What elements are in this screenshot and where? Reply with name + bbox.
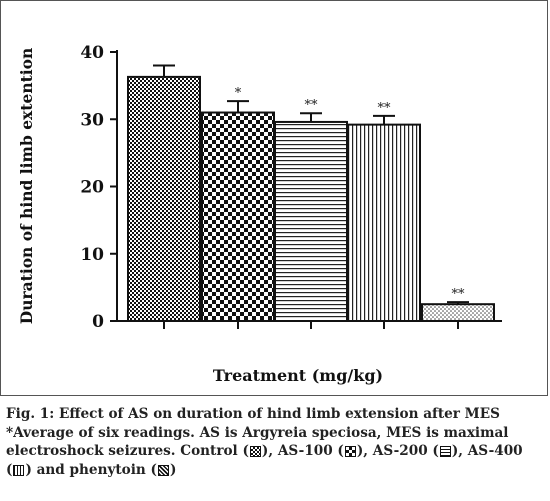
legend-item-as100: AS-100 (), (277, 443, 369, 459)
bars: *** **** (127, 64, 495, 323)
significance-mark-phenytoin: ** (452, 287, 466, 302)
legend-label: phenytoin (69, 461, 146, 478)
bar-as100 (201, 111, 275, 323)
bar-as200 (274, 120, 348, 322)
significance-mark-as100: * (235, 86, 242, 101)
legend-label: AS-100 (277, 443, 333, 459)
legend-item-control: Control (), (180, 443, 274, 459)
legend-label: AS-400 (467, 443, 523, 459)
legend-label: Control (180, 443, 238, 459)
legend-item-as200: AS-200 (), (372, 443, 464, 459)
significance-mark-as200: ** (305, 98, 319, 113)
y-tick-label: 20 (80, 178, 104, 198)
phenytoin-pattern-swatch (157, 464, 169, 476)
caption-note: *Average of six readings. AS is Argyreia… (6, 424, 509, 441)
caption-and: and (36, 461, 65, 478)
y-tick-label: 0 (92, 312, 104, 332)
y-tick-label: 30 (80, 110, 104, 130)
x-ticks (163, 321, 459, 329)
caption-legend-cont: () and phenytoin () (6, 461, 177, 478)
as200-pattern-swatch (439, 446, 451, 457)
legend-label: AS-200 (372, 443, 428, 459)
control-pattern-swatch (249, 446, 261, 457)
caption-title: Fig. 1: Effect of AS on duration of hind… (6, 406, 500, 422)
figure-caption: Fig. 1: Effect of AS on duration of hind… (6, 405, 546, 479)
y-ticks: 0 10 20 30 40 (80, 43, 117, 332)
caption-note-end: electroshock seizures. (6, 443, 176, 459)
as400-pattern-swatch (13, 464, 25, 476)
caption-legend: electroshock seizures. Control (), AS-10… (6, 442, 546, 461)
y-tick-label: 10 (80, 245, 104, 265)
as100-pattern-swatch (344, 446, 356, 457)
bar-as400 (347, 123, 421, 322)
x-axis-label: Treatment (mg/kg) (213, 366, 383, 385)
y-axis-label: Duration of hind limb extention (17, 48, 36, 325)
bar-control (127, 75, 201, 322)
bar-phenytoin (421, 303, 495, 322)
significance-mark-as400: ** (378, 101, 392, 116)
legend-item-as400: AS-400 (468, 443, 523, 459)
y-tick-label: 40 (80, 43, 104, 63)
